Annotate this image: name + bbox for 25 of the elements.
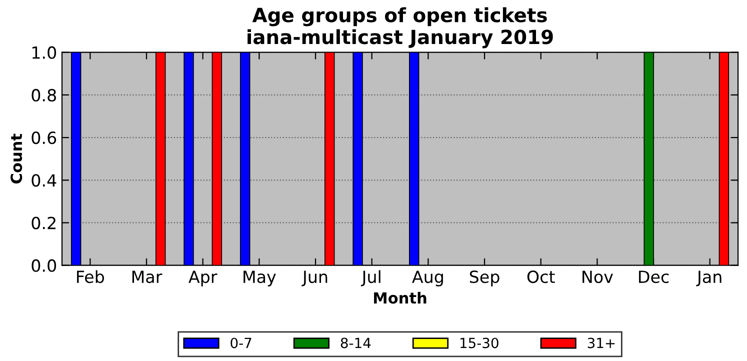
legend-label: 15-30 [460, 338, 498, 348]
x-tick-label: Dec [639, 270, 669, 284]
x-tick-label: Nov [582, 270, 613, 284]
x-tick-label: Oct [527, 270, 555, 284]
x-tick-label: Sep [470, 270, 500, 286]
y-tick-label: 1.0 [32, 46, 56, 59]
x-tick-label: Feb [77, 270, 104, 284]
x-tick-label: Mar [132, 270, 162, 284]
x-tick-label: Jun [302, 270, 328, 286]
y-axis-title: Count [10, 134, 22, 184]
y-tick-label: 0.8 [32, 88, 56, 102]
y-tick-label: 0.0 [32, 259, 56, 272]
y-tick-label: 0.4 [32, 174, 56, 187]
legend-label: 8-14 [340, 338, 371, 348]
x-tick-label: Aug [412, 270, 443, 286]
legend-label: 31+ [588, 338, 615, 348]
x-tick-label: Apr [188, 270, 218, 286]
chart-title: Age groups of open tickets iana-multicast January 2019 [248, 7, 553, 48]
x-tick-label: Jan [696, 270, 722, 286]
x-tick-label: May [244, 270, 276, 286]
y-tick-label: 0.6 [32, 132, 56, 144]
legend-label: 0-7 [230, 338, 252, 348]
x-tick-label: Jul [360, 270, 380, 286]
y-tick-label: 0.2 [32, 216, 56, 230]
x-axis-title: Month [374, 292, 426, 304]
